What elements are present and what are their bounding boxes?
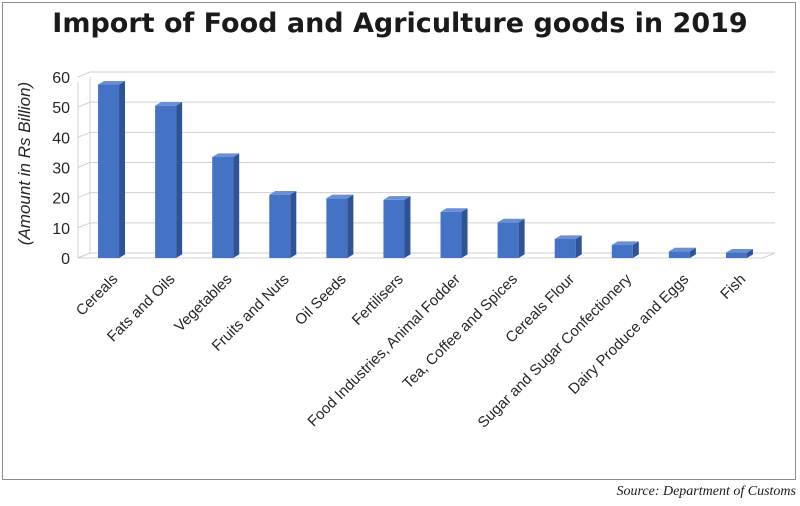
bar-top: [497, 218, 525, 223]
bar-top: [611, 241, 639, 246]
x-tick-label: Fish: [717, 271, 749, 303]
bar-side: [290, 191, 297, 258]
bar-front: [554, 238, 576, 258]
bar-top: [554, 235, 582, 239]
y-tick-label: 40: [52, 130, 70, 147]
bar-side: [233, 153, 240, 258]
bar-front: [98, 84, 120, 259]
bar: [554, 235, 582, 258]
bar-front: [497, 222, 519, 258]
bar-front: [440, 211, 462, 258]
y-tick-label: 30: [52, 161, 70, 178]
bar-side: [518, 218, 525, 258]
bar-side: [632, 241, 639, 258]
bar: [326, 194, 354, 258]
bar: [383, 196, 411, 258]
bar: [440, 208, 468, 258]
bar-front: [668, 251, 690, 258]
gridline: [77, 131, 775, 138]
bar: [155, 102, 183, 259]
y-tick-label: 10: [52, 221, 70, 238]
gridline: [77, 71, 775, 78]
gridline: [77, 252, 775, 259]
bar-side: [119, 80, 126, 258]
bar-chart: 0 10 20 30 40 50 60 (Amount in Rs Billion) Cerea…: [15, 70, 776, 431]
bar: [212, 153, 240, 258]
bar: [725, 248, 753, 258]
gridline: [77, 222, 775, 229]
bar-front: [212, 156, 234, 258]
bar-front: [326, 198, 348, 258]
bar-side: [689, 247, 696, 258]
x-tick-label: Oil Seeds: [292, 271, 350, 329]
x-tick-label: Tea, Coffee and Spices: [399, 271, 521, 393]
y-tick-label: 0: [61, 251, 70, 268]
bar-top: [269, 191, 297, 195]
bar-front: [725, 252, 747, 258]
bar: [269, 191, 297, 258]
bar-top: [212, 153, 240, 157]
bar-front: [383, 199, 405, 258]
bar-top: [725, 248, 753, 253]
bar-top: [440, 208, 468, 212]
bar-top: [326, 194, 354, 199]
x-tick-label: Dairy Produce and Eggs: [565, 271, 692, 398]
y-tick-label: 20: [52, 191, 70, 208]
y-tick-label: 60: [52, 70, 70, 87]
y-tick-label: 50: [52, 100, 70, 117]
bar-top: [98, 80, 126, 85]
x-tick-label: Cereals: [73, 271, 122, 320]
bar-side: [404, 196, 411, 258]
bar-side: [176, 102, 183, 258]
bar-top: [668, 247, 696, 252]
bar-side: [347, 194, 354, 258]
source-note: Source: Department of Customs: [616, 484, 796, 499]
bar-top: [383, 196, 411, 200]
bar: [611, 241, 639, 258]
y-axis-label: (Amount in Rs Billion): [15, 82, 34, 245]
bar-side: [575, 235, 582, 258]
bar-top: [155, 102, 183, 106]
bar-front: [611, 245, 633, 258]
gridline: [77, 162, 775, 168]
x-tick-label: Fertilisers: [349, 271, 407, 329]
bar-side: [746, 248, 753, 258]
bar: [497, 218, 525, 258]
bar: [98, 80, 126, 259]
bar: [668, 247, 696, 258]
bar-front: [155, 105, 177, 259]
gridline: [77, 101, 775, 108]
chart-title: Import of Food and Agriculture goods in …: [52, 8, 748, 39]
bar-side: [461, 208, 468, 258]
bar-front: [269, 194, 291, 258]
gridline: [77, 192, 775, 199]
